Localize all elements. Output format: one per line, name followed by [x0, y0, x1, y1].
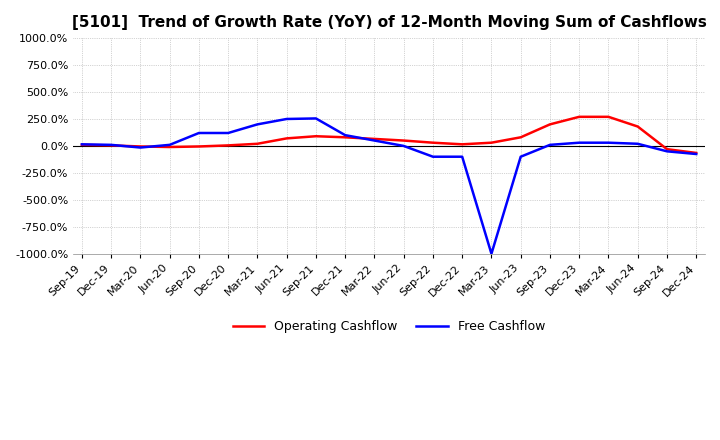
Operating Cashflow	[516, 135, 525, 140]
Operating Cashflow	[634, 124, 642, 129]
Operating Cashflow	[546, 122, 554, 127]
Operating Cashflow	[136, 144, 145, 149]
Operating Cashflow	[194, 144, 203, 149]
Free Cashflow	[604, 140, 613, 145]
Free Cashflow	[575, 140, 583, 145]
Operating Cashflow	[458, 142, 467, 147]
Free Cashflow	[370, 138, 379, 143]
Line: Free Cashflow: Free Cashflow	[82, 118, 696, 254]
Free Cashflow	[428, 154, 437, 159]
Operating Cashflow	[224, 143, 233, 148]
Free Cashflow	[341, 132, 349, 138]
Operating Cashflow	[428, 140, 437, 145]
Operating Cashflow	[575, 114, 583, 120]
Operating Cashflow	[341, 135, 349, 140]
Free Cashflow	[692, 151, 701, 157]
Free Cashflow	[312, 116, 320, 121]
Free Cashflow	[166, 142, 174, 147]
Operating Cashflow	[370, 136, 379, 142]
Operating Cashflow	[487, 140, 496, 145]
Operating Cashflow	[107, 143, 115, 148]
Operating Cashflow	[282, 136, 291, 141]
Free Cashflow	[516, 154, 525, 159]
Operating Cashflow	[166, 144, 174, 150]
Free Cashflow	[400, 143, 408, 149]
Line: Operating Cashflow: Operating Cashflow	[82, 117, 696, 153]
Free Cashflow	[634, 141, 642, 147]
Free Cashflow	[662, 149, 671, 154]
Operating Cashflow	[604, 114, 613, 120]
Free Cashflow	[78, 142, 86, 147]
Operating Cashflow	[400, 138, 408, 143]
Free Cashflow	[136, 145, 145, 150]
Free Cashflow	[107, 142, 115, 147]
Free Cashflow	[253, 122, 262, 127]
Free Cashflow	[224, 130, 233, 136]
Operating Cashflow	[253, 141, 262, 147]
Operating Cashflow	[692, 150, 701, 156]
Title: [5101]  Trend of Growth Rate (YoY) of 12-Month Moving Sum of Cashflows: [5101] Trend of Growth Rate (YoY) of 12-…	[71, 15, 706, 30]
Operating Cashflow	[662, 147, 671, 152]
Operating Cashflow	[312, 134, 320, 139]
Operating Cashflow	[78, 142, 86, 147]
Free Cashflow	[458, 154, 467, 159]
Free Cashflow	[546, 142, 554, 147]
Legend: Operating Cashflow, Free Cashflow: Operating Cashflow, Free Cashflow	[228, 315, 550, 338]
Free Cashflow	[487, 251, 496, 257]
Free Cashflow	[282, 116, 291, 121]
Free Cashflow	[194, 130, 203, 136]
